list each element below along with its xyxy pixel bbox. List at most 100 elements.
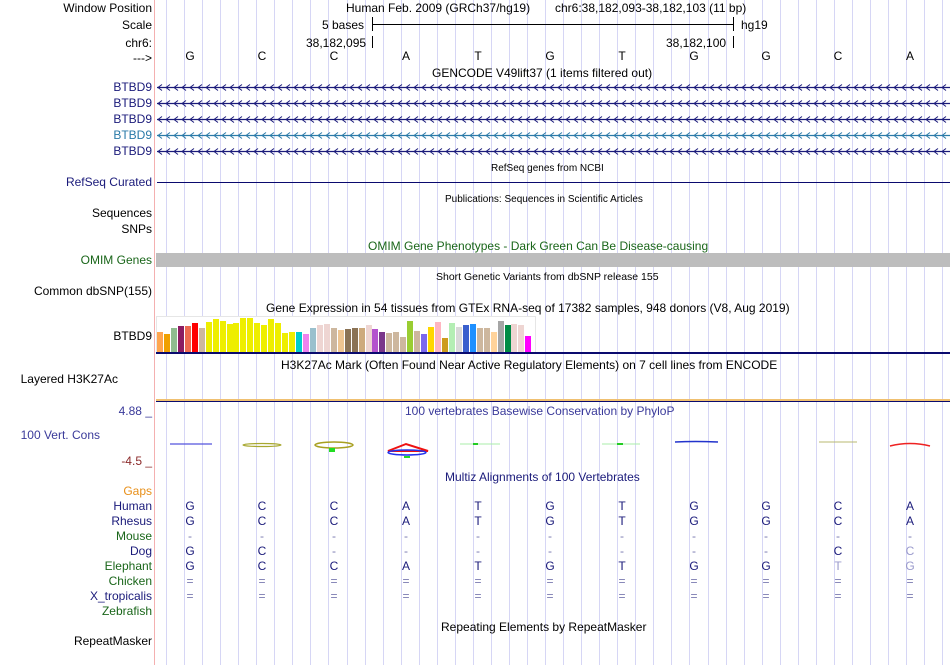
gtex-tissue-bar[interactable]	[226, 324, 233, 352]
strand-arrow-icon	[429, 84, 435, 91]
gencode-item-label[interactable]: BTBD9	[113, 96, 152, 110]
gtex-tissue-bar[interactable]	[428, 327, 435, 352]
gtex-tissue-bar[interactable]	[233, 323, 240, 352]
gtex-tissue-bar[interactable]	[421, 334, 428, 352]
gtex-tissue-bar[interactable]	[330, 328, 337, 352]
gtex-tissue-bar[interactable]	[316, 325, 323, 352]
gtex-tissue-bar[interactable]	[198, 328, 205, 352]
gtex-tissue-bar[interactable]	[455, 327, 462, 352]
strand-label[interactable]: --->	[133, 51, 152, 65]
gtex-tissue-bar[interactable]	[372, 329, 379, 352]
omim-title[interactable]: OMIM Gene Phenotypes - Dark Green Can Be…	[368, 239, 709, 253]
phylop-label[interactable]: 100 Vert. Cons	[20, 428, 100, 442]
gencode-gene-line[interactable]	[157, 131, 950, 140]
gtex-tissue-bar[interactable]	[219, 321, 226, 352]
gtex-tissue-bar[interactable]	[386, 333, 393, 352]
multiz-title[interactable]: Multiz Alignments of 100 Vertebrates	[445, 470, 640, 484]
multiz-species-label[interactable]: Elephant	[104, 559, 152, 573]
gtex-tissue-bar[interactable]	[414, 331, 421, 352]
gtex-tissue-bar[interactable]	[344, 329, 351, 352]
gencode-item-label[interactable]: BTBD9	[113, 112, 152, 126]
gtex-tissue-bar[interactable]	[400, 337, 407, 352]
phylop-plot[interactable]	[155, 435, 950, 465]
gtex-tissue-bar[interactable]	[483, 328, 490, 352]
refseq-title[interactable]: RefSeq genes from NCBI	[491, 163, 604, 174]
gtex-tissue-bar[interactable]	[393, 332, 400, 352]
gtex-tissue-bar[interactable]	[309, 328, 316, 352]
gtex-tissue-bar[interactable]	[170, 328, 177, 352]
multiz-species-label[interactable]: Chicken	[108, 574, 152, 588]
gtex-tissue-bar[interactable]	[177, 326, 184, 352]
gtex-tissue-bar[interactable]	[351, 328, 358, 352]
gtex-tissue-bar[interactable]	[254, 323, 261, 352]
publications-title[interactable]: Publications: Sequences in Scientific Ar…	[445, 194, 643, 205]
gtex-tissue-bar[interactable]	[448, 323, 455, 352]
publications-snps-label[interactable]: SNPs	[121, 222, 152, 236]
gencode-title[interactable]: GENCODE V49lift37 (1 items filtered out)	[432, 66, 653, 80]
multiz-species-label[interactable]: Human	[113, 499, 152, 513]
multiz-species-label[interactable]: Rhesus	[111, 514, 152, 528]
gtex-tissue-bar[interactable]	[302, 334, 309, 352]
gtex-tissue-bar[interactable]	[497, 321, 504, 352]
multiz-base: =	[618, 574, 626, 588]
strand-arrow-icon	[925, 100, 931, 107]
gtex-tissue-bar[interactable]	[323, 324, 330, 352]
multiz-gaps-label[interactable]: Gaps	[123, 484, 152, 498]
gencode-gene-line[interactable]	[157, 147, 950, 156]
gtex-tissue-bar[interactable]	[275, 323, 282, 352]
gtex-tissue-bar[interactable]	[490, 332, 497, 352]
gtex-tissue-bar[interactable]	[282, 333, 289, 352]
gtex-tissue-bar[interactable]	[205, 322, 212, 352]
multiz-species-label[interactable]: Dog	[129, 544, 152, 558]
gtex-tissue-bar[interactable]	[184, 326, 191, 352]
gtex-tissue-bar[interactable]	[379, 332, 386, 352]
multiz-species-label[interactable]: X_tropicalis	[89, 589, 152, 603]
gtex-tissue-bar[interactable]	[163, 334, 170, 352]
gtex-tissue-bar[interactable]	[504, 325, 511, 352]
gencode-gene-line[interactable]	[157, 115, 950, 124]
gtex-tissue-bar[interactable]	[247, 318, 254, 352]
gtex-tissue-bar[interactable]	[511, 324, 518, 352]
refseq-label[interactable]: RefSeq Curated	[65, 175, 152, 189]
h3k27ac-title[interactable]: H3K27Ac Mark (Often Found Near Active Re…	[281, 358, 778, 372]
gtex-tissue-bar[interactable]	[441, 338, 448, 352]
gtex-tissue-bar[interactable]	[296, 332, 302, 352]
gtex-tissue-bar[interactable]	[268, 319, 275, 352]
gtex-tissue-bar[interactable]	[525, 336, 532, 352]
gtex-tissue-bar[interactable]	[337, 330, 344, 352]
gtex-tissue-bar[interactable]	[476, 328, 483, 352]
gtex-label[interactable]: BTBD9	[113, 329, 152, 343]
gtex-tissue-bar[interactable]	[518, 325, 525, 352]
dbsnp-title[interactable]: Short Genetic Variants from dbSNP releas…	[436, 271, 659, 283]
multiz-species-label[interactable]: Zebrafish	[101, 604, 152, 618]
gtex-tissue-bar[interactable]	[469, 324, 476, 352]
multiz-species-label[interactable]: Mouse	[115, 529, 152, 543]
omim-gene-bar[interactable]	[156, 253, 950, 267]
omim-label[interactable]: OMIM Genes	[80, 253, 152, 267]
gtex-tissue-bar[interactable]	[407, 321, 414, 352]
gencode-item-label[interactable]: BTBD9	[113, 80, 152, 94]
strand-arrow-icon	[365, 100, 371, 107]
gencode-item-label[interactable]: BTBD9	[113, 128, 152, 142]
gtex-tissue-bar[interactable]	[261, 325, 268, 352]
gtex-tissue-bar[interactable]	[462, 325, 469, 352]
dbsnp-label[interactable]: Common dbSNP(155)	[33, 284, 152, 298]
gtex-tissue-bar[interactable]	[191, 323, 198, 352]
gtex-tissue-bar[interactable]	[435, 322, 441, 352]
refseq-gene-line[interactable]	[157, 182, 950, 183]
gencode-gene-line[interactable]	[157, 99, 950, 108]
gtex-tissue-bar[interactable]	[358, 328, 365, 352]
gtex-title[interactable]: Gene Expression in 54 tissues from GTEx …	[266, 301, 790, 315]
repeatmasker-title[interactable]: Repeating Elements by RepeatMasker	[441, 620, 647, 634]
h3k27ac-label[interactable]: Layered H3K27Ac	[20, 372, 118, 386]
gtex-tissue-bar[interactable]	[157, 332, 163, 352]
gencode-gene-line[interactable]	[157, 83, 950, 92]
publications-sequences-label[interactable]: Sequences	[91, 206, 152, 220]
phylop-title[interactable]: 100 vertebrates Basewise Conservation by…	[405, 404, 675, 418]
repeatmasker-label[interactable]: RepeatMasker	[73, 634, 152, 648]
gtex-tissue-bar[interactable]	[289, 332, 296, 352]
gtex-tissue-bar[interactable]	[365, 325, 372, 352]
gtex-tissue-bar[interactable]	[240, 318, 247, 352]
gtex-tissue-bar[interactable]	[212, 319, 219, 352]
gencode-item-label[interactable]: BTBD9	[113, 144, 152, 158]
